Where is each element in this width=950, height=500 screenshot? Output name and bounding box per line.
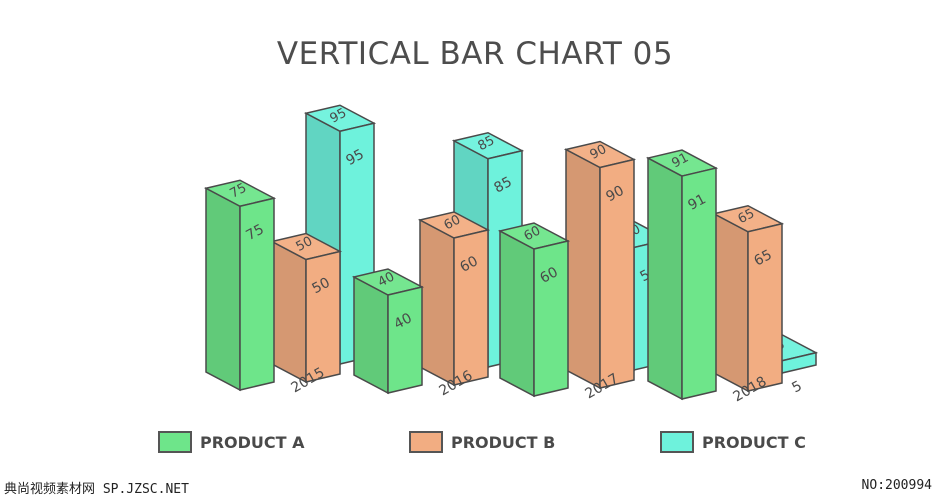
bar-product-a-2015: 75 75 (203, 179, 277, 392)
bar-side-face (647, 156, 683, 401)
data-label-front: 50 (309, 275, 332, 297)
data-label-top: 85 (476, 133, 498, 154)
data-label-front: 5 (789, 378, 804, 396)
watermark-right: NO:200994 (861, 478, 932, 493)
data-label-top: 95 (328, 106, 350, 127)
data-label-front: 85 (491, 174, 514, 196)
data-label-front: 91 (685, 191, 708, 213)
bar-side-face (499, 229, 535, 398)
data-label-top: 40 (376, 269, 398, 290)
data-label-front: 60 (457, 253, 480, 275)
bar-front-face (533, 240, 569, 397)
legend-item-product-a: PRODUCT A (158, 430, 305, 454)
bar-side-face (353, 275, 389, 395)
bar-product-b-2017: 90 90 (563, 140, 637, 390)
bar-product-b-2016: 60 60 (417, 211, 491, 387)
data-label-front: 75 (243, 221, 266, 243)
bar-front-face (453, 229, 489, 386)
data-label-top: 65 (736, 206, 758, 227)
watermark-left: 典尚视频素材网 SP.JZSC.NET (4, 482, 189, 497)
bar-side-face (271, 240, 307, 384)
bar-product-b-2018: 65 65 (711, 204, 785, 393)
legend-label-product-a: PRODUCT A (200, 432, 305, 452)
bar-front-face (305, 250, 341, 383)
legend-swatch-product-c (660, 431, 694, 453)
legend-swatch-product-b (409, 431, 443, 453)
bar-front-face (747, 222, 783, 392)
data-label-top: 75 (228, 181, 250, 202)
legend-label-product-b: PRODUCT B (451, 432, 556, 452)
data-label-top: 60 (522, 223, 544, 244)
bar-side-face (713, 212, 749, 393)
bar-front-face (681, 167, 717, 400)
chart-title: VERTICAL BAR CHART 05 (276, 36, 674, 72)
bar-side-face (419, 218, 455, 387)
data-label-top: 90 (588, 142, 610, 163)
bar-front-face (599, 158, 635, 389)
legend-item-product-c: PRODUCT C (660, 430, 806, 454)
bar-front-face (239, 197, 275, 391)
data-label-front: 90 (603, 183, 626, 205)
legend-label-product-c: PRODUCT C (702, 432, 806, 452)
bar-side-face (205, 187, 241, 392)
data-label-front: 65 (751, 247, 774, 269)
data-label-front: 95 (343, 146, 366, 168)
data-label-front: 40 (391, 310, 414, 332)
bar-product-b-2015: 50 50 (269, 232, 343, 384)
bar-side-face (565, 148, 601, 390)
bar-product-a-2017: 60 60 (497, 222, 571, 398)
bar-front-face (387, 286, 423, 394)
data-label-top: 60 (442, 212, 464, 233)
legend-swatch-product-a (158, 431, 192, 453)
data-label-top: 50 (294, 234, 316, 255)
data-label-front: 60 (537, 264, 560, 286)
legend-item-product-b: PRODUCT B (409, 430, 555, 454)
bar-product-a-2018: 91 91 (645, 149, 719, 401)
bar-product-a-2016: 40 40 (351, 268, 425, 395)
data-label-top: 91 (670, 150, 692, 171)
